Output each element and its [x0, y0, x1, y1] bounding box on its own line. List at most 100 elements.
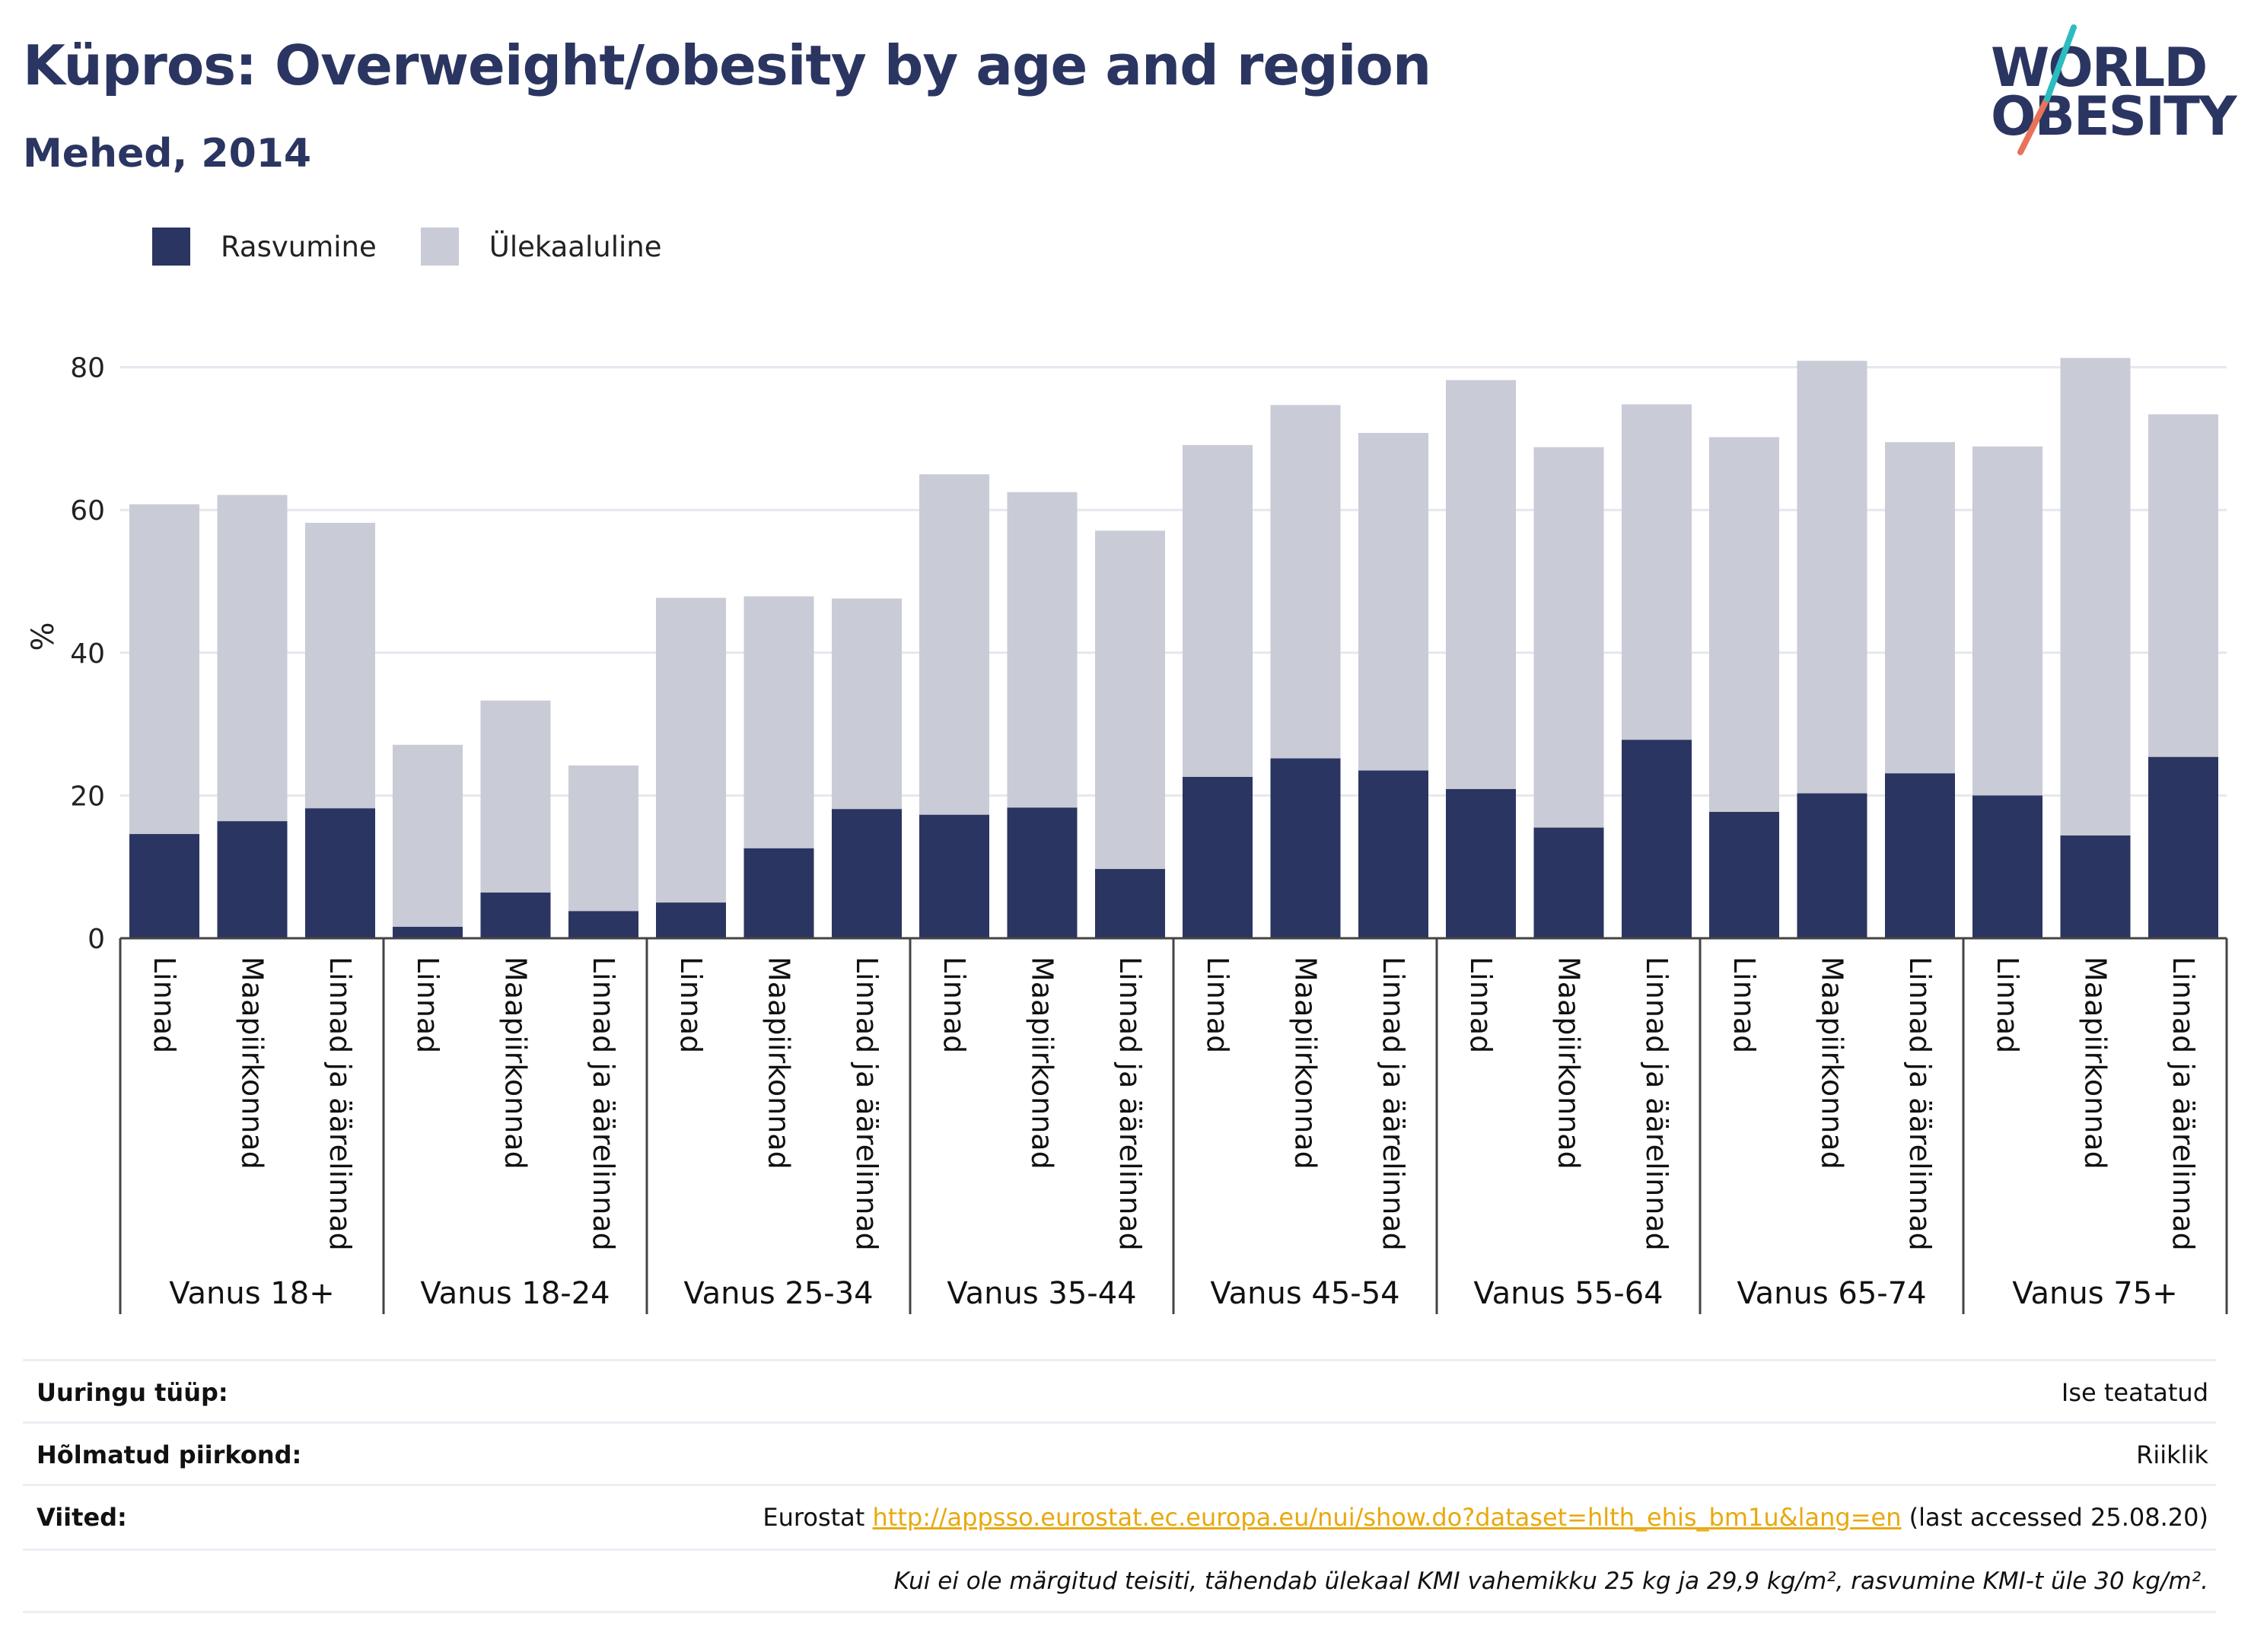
bar-ulekaaluline	[1270, 405, 1341, 759]
bar-ulekaaluline	[919, 474, 989, 815]
bar-rasvumine	[2060, 835, 2131, 938]
bar-rasvumine	[832, 809, 902, 938]
legend-label: Rasvumine	[221, 230, 377, 263]
reference-prefix: Eurostat	[763, 1503, 873, 1532]
x-category-label: Linnad ja äärelinnad	[850, 957, 884, 1251]
x-group-label: Vanus 75+	[2012, 1276, 2177, 1311]
bar-ulekaaluline	[305, 523, 375, 809]
x-category-label: Linnad ja äärelinnad	[1903, 957, 1937, 1251]
y-tick-label: 20	[70, 781, 105, 812]
chart-subtitle: Mehed, 2014	[23, 131, 312, 177]
x-category-label: Maapiirkonnad	[1289, 957, 1323, 1170]
reference-suffix: (last accessed 25.08.20)	[1901, 1503, 2208, 1532]
x-category-label: Maapiirkonnad	[1816, 957, 1849, 1170]
x-category-label: Maapiirkonnad	[236, 957, 269, 1170]
bar-rasvumine	[1972, 795, 2042, 938]
chart-legend: Rasvumine Ülekaaluline	[152, 227, 706, 266]
bar-rasvumine	[919, 814, 989, 938]
bar-rasvumine	[480, 892, 551, 938]
reference-link[interactable]: http://appsso.eurostat.ec.europa.eu/nui/…	[872, 1503, 1902, 1532]
bar-ulekaaluline	[393, 744, 463, 927]
bar-ulekaaluline	[1533, 447, 1604, 828]
info-value: Eurostat http://appsso.eurostat.ec.europ…	[763, 1503, 2208, 1532]
x-group-label: Vanus 18+	[169, 1276, 334, 1311]
y-tick-label: 0	[88, 924, 105, 955]
logo-slash-icon	[2017, 24, 2077, 155]
x-category-label: Maapiirkonnad	[2079, 957, 2113, 1170]
bar-rasvumine	[1797, 793, 1867, 938]
info-key: Viited:	[37, 1503, 127, 1532]
bar-ulekaaluline	[1709, 437, 1779, 812]
bar-rasvumine	[1095, 869, 1165, 938]
x-category-label: Maapiirkonnad	[499, 957, 533, 1170]
bar-ulekaaluline	[568, 766, 638, 912]
bar-rasvumine	[1446, 788, 1516, 938]
y-tick-label: 60	[70, 495, 105, 527]
bar-ulekaaluline	[1797, 361, 1867, 794]
legend-label: Ülekaaluline	[489, 230, 662, 263]
bar-rasvumine	[129, 834, 199, 938]
bar-ulekaaluline	[832, 598, 902, 810]
bar-rasvumine	[1007, 807, 1078, 938]
x-group-label: Vanus 45-54	[1210, 1276, 1399, 1311]
x-group-label: Vanus 18-24	[420, 1276, 610, 1311]
bar-ulekaaluline	[656, 597, 726, 903]
info-row-region: Hõlmatud piirkond: Riiklik	[23, 1421, 2216, 1486]
bar-rasvumine	[1885, 773, 1955, 938]
y-tick-label: 40	[70, 638, 105, 670]
bar-rasvumine	[1709, 811, 1779, 938]
x-category-label: Maapiirkonnad	[763, 957, 796, 1170]
bar-ulekaaluline	[480, 700, 551, 893]
x-category-label: Linnad ja äärelinnad	[2167, 957, 2200, 1251]
y-tick-label: 80	[70, 353, 105, 384]
bar-rasvumine	[568, 911, 638, 938]
bar-ulekaaluline	[1446, 380, 1516, 789]
bar-rasvumine	[2148, 756, 2218, 938]
x-category-label: Maapiirkonnad	[1026, 957, 1059, 1170]
x-group-label: Vanus 35-44	[947, 1276, 1136, 1311]
bar-rasvumine	[1183, 777, 1253, 938]
info-row-note: Kui ei ole märgitud teisiti, tähendab ül…	[23, 1549, 2216, 1613]
bar-ulekaaluline	[1622, 404, 1692, 740]
bar-rasvumine	[1270, 758, 1341, 938]
bar-ulekaaluline	[129, 504, 199, 835]
x-group-label: Vanus 55-64	[1473, 1276, 1663, 1311]
bar-ulekaaluline	[1885, 442, 1955, 774]
x-category-label: Linnad	[938, 957, 971, 1053]
x-category-label: Maapiirkonnad	[1552, 957, 1586, 1170]
table-bottom-divider	[23, 1611, 2216, 1613]
x-category-label: Linnad	[1201, 957, 1234, 1053]
bar-ulekaaluline	[217, 495, 288, 822]
info-value: Ise teatatud	[2061, 1378, 2208, 1407]
x-category-label: Linnad ja äärelinnad	[323, 957, 357, 1251]
info-key: Uuringu tüüp:	[37, 1378, 228, 1407]
logo-line-2: OBESITY	[1991, 85, 2237, 148]
legend-swatch-rasvumine	[152, 228, 190, 266]
bar-ulekaaluline	[1972, 446, 2042, 796]
bar-rasvumine	[1622, 740, 1692, 938]
x-category-label: Linnad	[411, 957, 444, 1053]
info-row-references: Viited: Eurostat http://appsso.eurostat.…	[23, 1484, 2216, 1549]
y-axis-label: %	[26, 622, 61, 651]
bar-rasvumine	[656, 902, 726, 938]
x-category-label: Linnad	[148, 957, 181, 1053]
world-obesity-logo[interactable]: WORLD OBESITY	[1979, 23, 2237, 160]
chart-title: Küpros: Overweight/obesity by age and re…	[23, 33, 1431, 97]
x-category-label: Linnad	[674, 957, 708, 1053]
legend-item-rasvumine[interactable]: Rasvumine	[152, 228, 377, 266]
bar-ulekaaluline	[2060, 358, 2131, 836]
bar-rasvumine	[1358, 770, 1428, 938]
x-group-label: Vanus 65-74	[1737, 1276, 1926, 1311]
stacked-bar-chart: 0 20 40 60 80% Linnad Maapiirkonnad Linnad ja ä…	[26, 353, 2228, 1314]
legend-item-ulekaaluline[interactable]: Ülekaaluline	[420, 228, 662, 266]
bar-rasvumine	[217, 821, 288, 938]
info-key: Hõlmatud piirkond:	[37, 1440, 302, 1469]
bar-ulekaaluline	[2148, 414, 2218, 757]
bar-ulekaaluline	[1358, 432, 1428, 771]
x-category-label: Linnad ja äärelinnad	[1113, 957, 1147, 1251]
x-category-label: Linnad ja äärelinnad	[1377, 957, 1410, 1251]
x-category-label: Linnad	[1991, 957, 2024, 1053]
logo-line-1: WORLD	[1991, 37, 2208, 99]
bar-ulekaaluline	[1095, 530, 1165, 870]
bar-ulekaaluline	[743, 596, 814, 848]
